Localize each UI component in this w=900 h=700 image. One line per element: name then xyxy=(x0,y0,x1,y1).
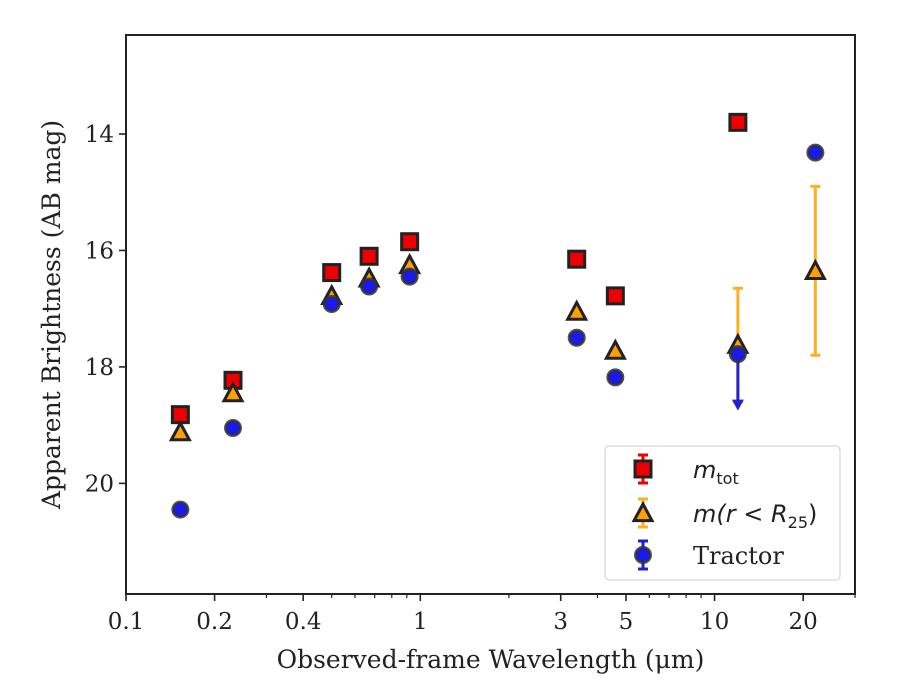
mtot-point xyxy=(359,246,379,266)
legend-label-mr25: m(r < R25) xyxy=(693,500,817,532)
legend-label-tractor: Tractor xyxy=(693,542,784,570)
y-tick-label: 14 xyxy=(85,122,114,148)
mtot-point xyxy=(322,263,342,283)
tractor-point xyxy=(360,277,379,296)
legend-box xyxy=(604,445,841,581)
legend-item-tractor: Tractor xyxy=(634,539,784,571)
legend-marker-tractor xyxy=(634,546,652,564)
x-tick-label: 10 xyxy=(700,609,729,635)
legend-marker-mtot xyxy=(633,459,653,479)
legend-item-mtot: mtot xyxy=(633,453,739,488)
x-axis-title: Observed-frame Wavelength (μm) xyxy=(277,645,705,674)
x-tick-label: 3 xyxy=(553,609,568,635)
data-markers xyxy=(168,112,827,519)
x-tick-label: 1 xyxy=(413,609,428,635)
legend-marker-mr25 xyxy=(631,500,655,523)
tractor-point xyxy=(171,500,190,519)
x-tick-label: 20 xyxy=(789,609,818,635)
tractor-point xyxy=(567,328,586,347)
y-tick-label: 20 xyxy=(85,471,114,497)
mr25-point xyxy=(221,380,245,403)
tractor-point xyxy=(606,368,625,387)
x-tick-label: 0.1 xyxy=(108,609,145,635)
y-axis-title: Apparent Brightness (AB mag) xyxy=(37,120,66,510)
mr25-point xyxy=(565,299,589,321)
tractor-point xyxy=(322,295,341,314)
tractor-limit-arrow xyxy=(731,399,744,411)
mtot-point xyxy=(567,249,587,269)
mtot-point xyxy=(400,232,420,252)
legend: mtot m(r < R25) Tractor xyxy=(604,445,841,581)
mtot-point xyxy=(728,112,748,132)
mr25-point xyxy=(803,258,827,280)
mr25-point xyxy=(168,419,192,442)
legend-item-mr25: m(r < R25) xyxy=(631,497,817,532)
tractor-point xyxy=(806,143,825,162)
tractor-point xyxy=(400,267,419,286)
x-tick-label: 5 xyxy=(619,609,634,635)
tractor-point xyxy=(224,419,243,438)
tractor-point xyxy=(728,345,747,364)
y-tick-label: 16 xyxy=(85,238,114,264)
plot-frame xyxy=(125,34,856,595)
mr25-point xyxy=(603,338,627,360)
tick-labels: 0.1 0.2 0.4 1 3 5 10 20 14 16 18 20 xyxy=(85,122,818,635)
x-tick-label: 0.4 xyxy=(285,609,322,635)
y-tick-label: 18 xyxy=(85,355,114,381)
mtot-point xyxy=(605,286,625,306)
legend-label-mtot: mtot xyxy=(693,456,739,488)
x-tick-label: 0.2 xyxy=(196,609,233,635)
